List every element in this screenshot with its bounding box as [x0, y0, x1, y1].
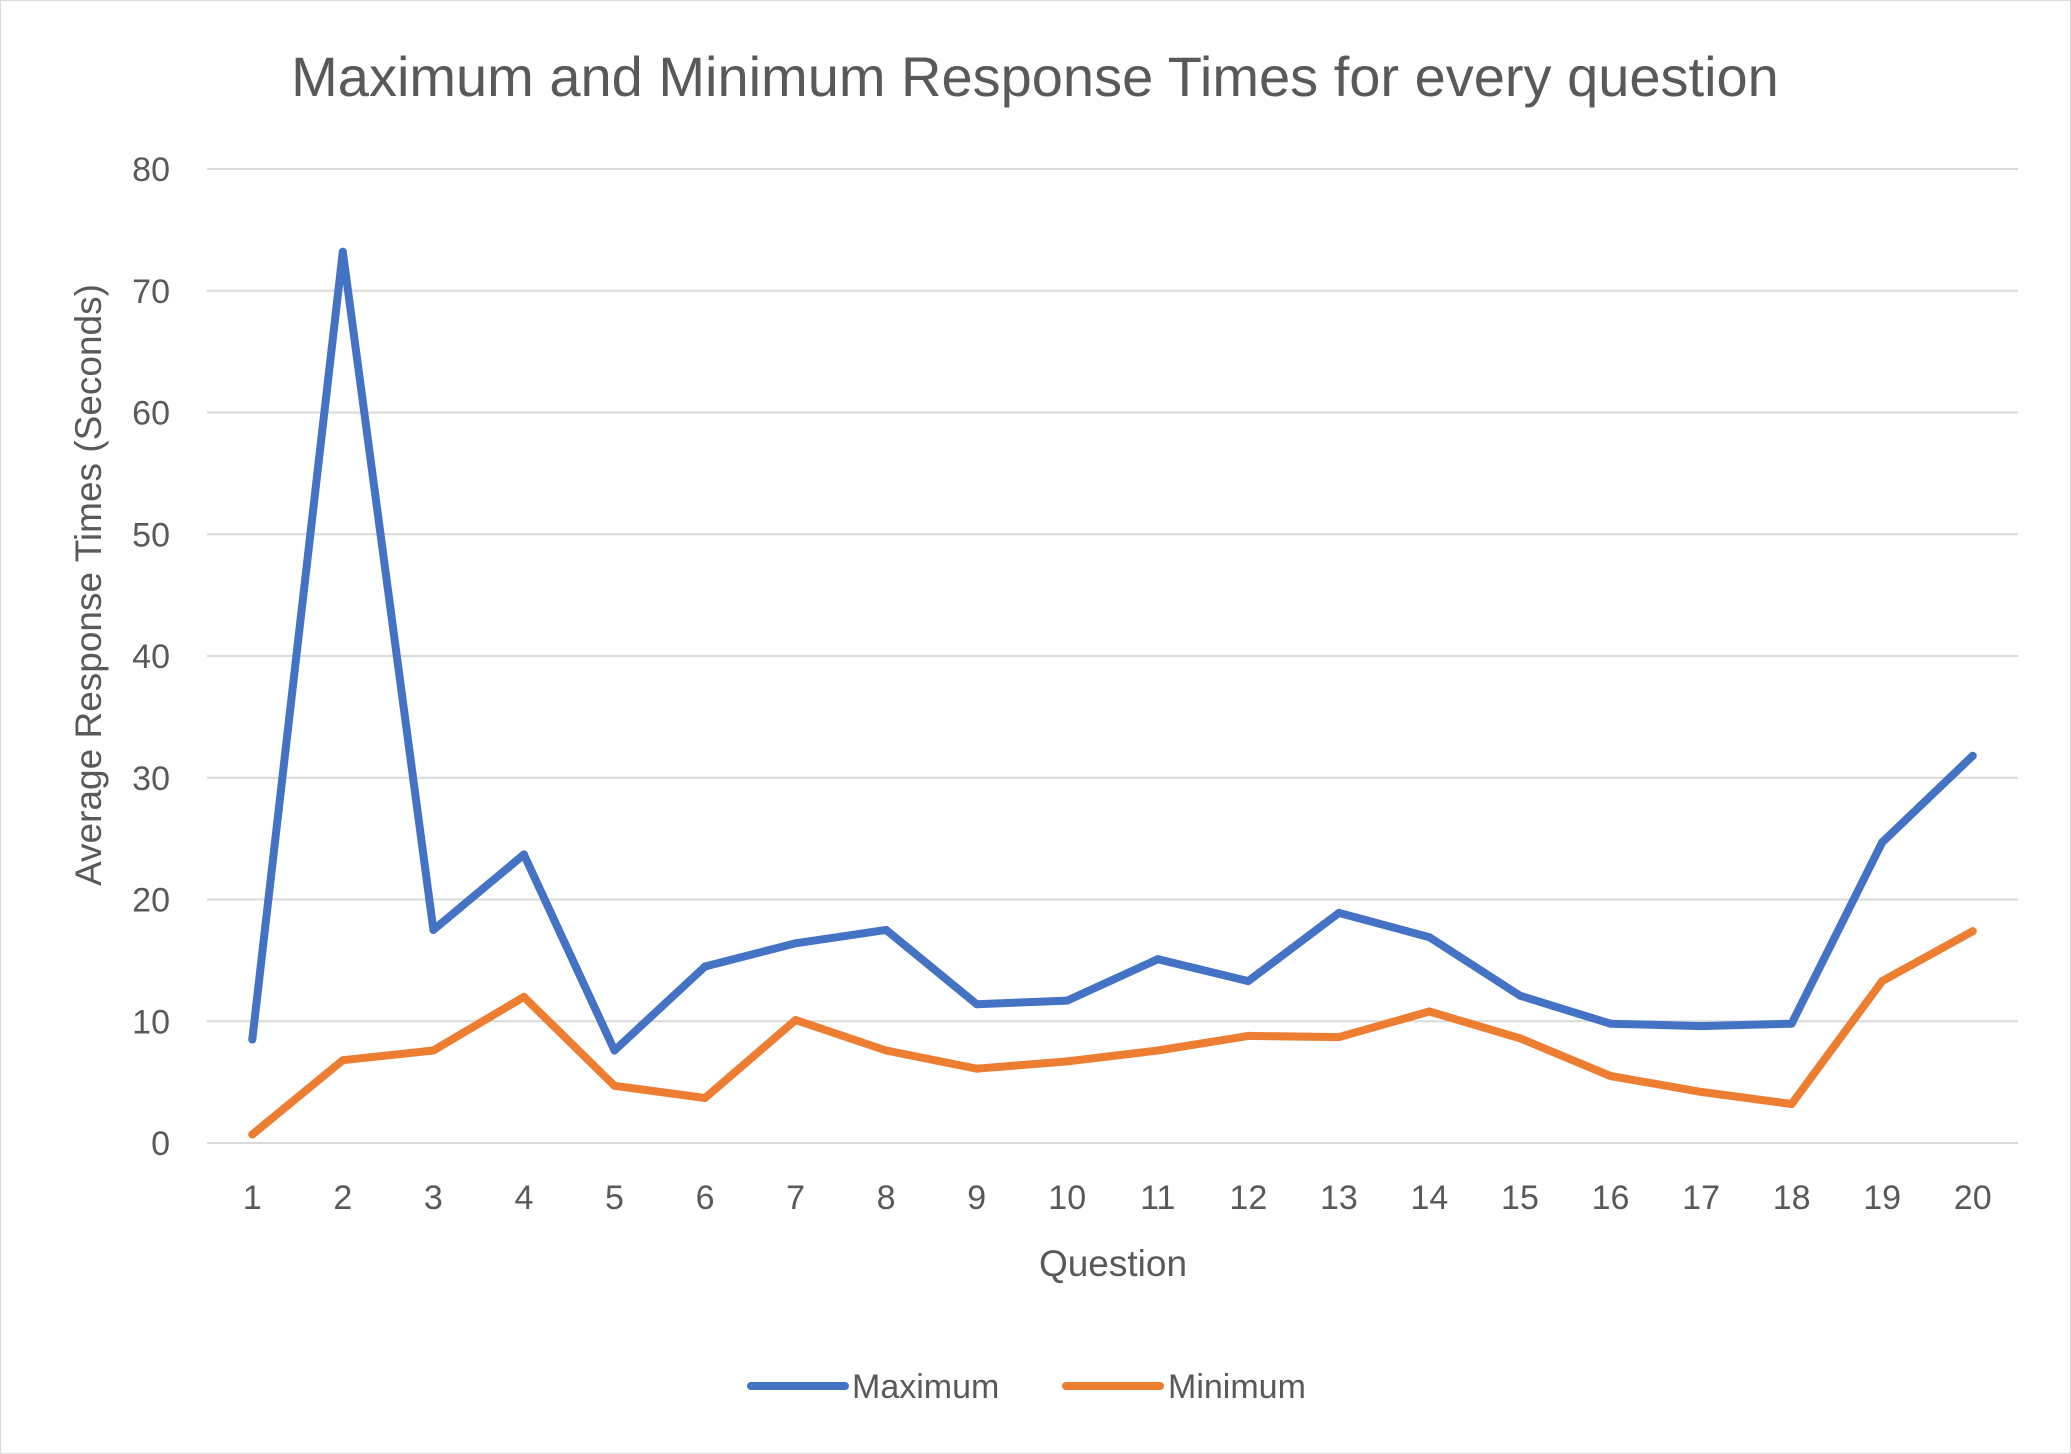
data-point-maximum	[1244, 977, 1253, 986]
y-axis-ticks: 0 10 20 30 40 50 60 70 80	[132, 151, 170, 1163]
x-axis-title: Question	[1039, 1243, 1187, 1284]
series-line-minimum	[248, 927, 1977, 1139]
series-line-maximum	[248, 247, 1977, 1055]
series-lines	[248, 247, 1977, 1139]
data-point-minimum	[1787, 1100, 1796, 1109]
x-tick-label: 10	[1048, 1179, 1086, 1217]
y-tick-label: 0	[151, 1125, 170, 1163]
x-tick-label: 15	[1501, 1179, 1539, 1217]
data-point-maximum	[338, 247, 347, 256]
data-point-minimum	[1606, 1072, 1615, 1081]
x-tick-label: 1	[243, 1179, 262, 1217]
data-point-minimum	[248, 1130, 257, 1139]
data-point-minimum	[701, 1093, 710, 1102]
data-point-maximum	[1787, 1019, 1796, 1028]
data-point-maximum	[519, 850, 528, 859]
x-tick-label: 18	[1773, 1179, 1811, 1217]
data-point-minimum	[1697, 1087, 1706, 1096]
y-tick-label: 10	[132, 1003, 170, 1041]
data-point-maximum	[1697, 1022, 1706, 1031]
x-tick-label: 3	[424, 1179, 443, 1217]
data-point-maximum	[882, 925, 891, 934]
x-tick-label: 13	[1320, 1179, 1358, 1217]
data-point-minimum	[882, 1046, 891, 1055]
y-tick-label: 80	[132, 151, 170, 189]
legend-label-minimum: Minimum	[1168, 1368, 1306, 1406]
legend-label-maximum: Maximum	[852, 1368, 999, 1406]
x-tick-label: 11	[1140, 1179, 1175, 1217]
x-tick-label: 19	[1863, 1179, 1901, 1217]
x-tick-label: 4	[514, 1179, 533, 1217]
data-point-maximum	[248, 1035, 257, 1044]
y-tick-label: 40	[132, 638, 170, 676]
gridlines	[207, 168, 2018, 1144]
x-tick-label: 6	[696, 1179, 715, 1217]
data-point-minimum	[1425, 1007, 1434, 1016]
data-point-minimum	[1334, 1033, 1343, 1042]
data-point-minimum	[791, 1016, 800, 1025]
x-tick-label: 17	[1682, 1179, 1720, 1217]
data-point-minimum	[610, 1081, 619, 1090]
y-tick-label: 60	[132, 395, 170, 433]
data-point-maximum	[1515, 991, 1524, 1000]
data-point-maximum	[610, 1046, 619, 1055]
data-point-minimum	[429, 1046, 438, 1055]
chart-title: Maximum and Minimum Response Times for e…	[291, 45, 1779, 108]
data-point-minimum	[1515, 1034, 1524, 1043]
x-tick-label: 14	[1411, 1179, 1449, 1217]
x-tick-label: 9	[967, 1179, 986, 1217]
data-point-maximum	[1425, 933, 1434, 942]
x-tick-label: 2	[333, 1179, 352, 1217]
data-point-maximum	[1878, 838, 1887, 847]
data-point-maximum	[1334, 908, 1343, 917]
y-axis-title: Average Response Times (Seconds)	[68, 284, 109, 886]
x-axis-ticks: 1 2 3 4 5 6 7 8 9 10 11 12 13 14 15 16 17 18 19 20	[243, 1179, 1992, 1217]
data-point-maximum	[429, 925, 438, 934]
data-point-maximum	[1153, 955, 1162, 964]
x-tick-label: 12	[1229, 1179, 1267, 1217]
data-point-maximum	[791, 939, 800, 948]
data-point-minimum	[1063, 1057, 1072, 1066]
y-tick-label: 30	[132, 760, 170, 798]
data-point-minimum	[1878, 977, 1887, 986]
data-point-minimum	[338, 1056, 347, 1065]
data-point-maximum	[701, 962, 710, 971]
x-tick-label: 5	[605, 1179, 624, 1217]
data-point-maximum	[1063, 996, 1072, 1005]
data-point-minimum	[519, 992, 528, 1001]
y-tick-label: 50	[132, 516, 170, 554]
data-point-minimum	[1153, 1046, 1162, 1055]
data-point-minimum	[1968, 927, 1977, 936]
data-point-maximum	[1968, 751, 1977, 760]
data-point-maximum	[1606, 1019, 1615, 1028]
data-point-minimum	[1244, 1031, 1253, 1040]
data-point-maximum	[972, 1000, 981, 1009]
x-tick-label: 20	[1954, 1179, 1992, 1217]
x-tick-label: 7	[786, 1179, 805, 1217]
x-tick-label: 8	[877, 1179, 896, 1217]
y-tick-label: 20	[132, 882, 170, 920]
data-point-minimum	[972, 1064, 981, 1073]
x-tick-label: 16	[1592, 1179, 1630, 1217]
y-tick-label: 70	[132, 273, 170, 311]
legend: Maximum Minimum	[747, 1368, 1306, 1406]
